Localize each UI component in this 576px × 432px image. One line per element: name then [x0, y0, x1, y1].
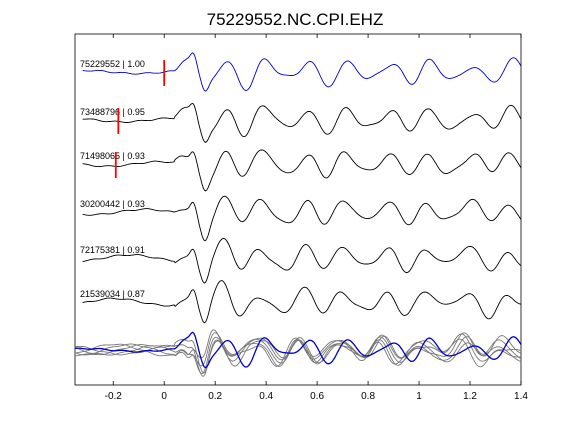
trace-line — [82, 52, 522, 92]
x-tick-label: 0.2 — [208, 391, 222, 402]
trace-labels: 75229552 | 1.00 73488796 | 0.95 71498065 |… — [80, 59, 145, 299]
trace-label: 72175381 | 0.91 — [80, 245, 145, 255]
trace-line — [82, 280, 522, 324]
x-tick-label: 0 — [161, 391, 167, 402]
x-axis: -0.2 0 0.2 0.4 0.6 0.8 1 1.2 1.4 — [105, 34, 528, 402]
trace-line — [82, 149, 522, 192]
overlay-stack — [74, 329, 522, 377]
trace-label: 73488796 | 0.95 — [80, 107, 145, 117]
overlay-trace — [75, 335, 522, 374]
x-tick-label: 0.6 — [310, 391, 324, 402]
overlay-trace — [74, 334, 522, 377]
overlay-trace — [74, 329, 522, 368]
axes-box — [74, 33, 522, 386]
overlay-template-trace — [74, 331, 522, 369]
x-tick-label: 1.4 — [514, 391, 528, 402]
chart-title: 75229552.NC.CPI.EHZ — [207, 10, 384, 29]
trace-stack — [82, 52, 522, 324]
trace-label: 75229552 | 1.00 — [80, 59, 145, 69]
trace-line — [82, 238, 522, 284]
trace-line — [82, 195, 522, 242]
x-tick-label: 1 — [416, 391, 422, 402]
x-tick-label: 0.8 — [361, 391, 375, 402]
x-tick-label: -0.2 — [105, 391, 123, 402]
pick-markers — [114, 60, 166, 178]
trace-label: 21539034 | 0.87 — [80, 289, 145, 299]
trace-label: 30200442 | 0.93 — [80, 199, 145, 209]
x-tick-label: 0.4 — [259, 391, 273, 402]
trace-label: 71498065 | 0.93 — [80, 151, 145, 161]
x-tick-label: 1.2 — [463, 391, 477, 402]
trace-line — [82, 102, 522, 143]
